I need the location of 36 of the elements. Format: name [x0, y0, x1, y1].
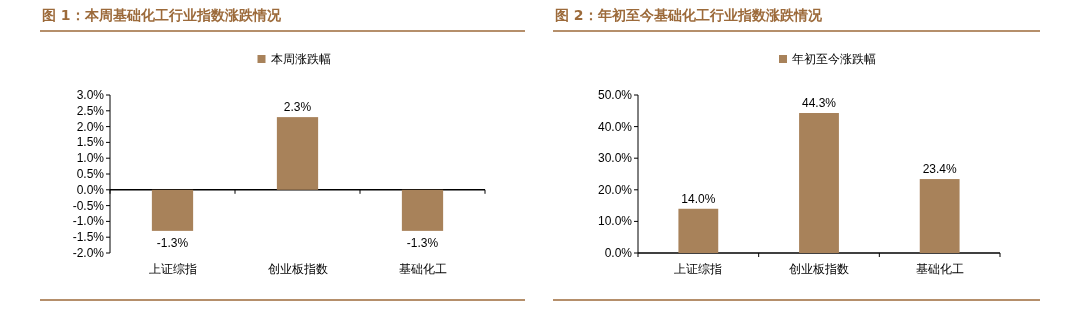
x-tick-label: 创业板指数: [789, 262, 849, 276]
bar: [919, 179, 960, 253]
x-tick-label: 基础化工: [915, 262, 964, 276]
y-tick-label: -1.5%: [72, 230, 105, 245]
y-tick-label: 50.0%: [597, 88, 633, 102]
data-label: 14.0%: [681, 191, 716, 206]
y-tick-label: 0.5%: [76, 167, 105, 181]
y-tick-label: -0.5%: [72, 198, 105, 213]
y-tick-label: 3.0%: [76, 88, 105, 102]
legend-label: 年初至今涨跌幅: [792, 52, 876, 66]
x-tick-label: 上证综指: [148, 262, 197, 276]
y-tick-label: 1.5%: [76, 135, 105, 150]
x-tick-label: 创业板指数: [267, 262, 328, 276]
data-label: 44.3%: [801, 96, 837, 111]
y-tick-label: 2.5%: [76, 103, 105, 118]
legend-label: 本周涨跌幅: [270, 52, 331, 66]
y-tick-label: 20.0%: [597, 182, 633, 197]
y-tick-label: 0.0%: [604, 246, 633, 260]
data-label: 2.3%: [283, 100, 312, 115]
chart-title: 图 2：年初至今基础化工行业指数涨跌情况: [555, 7, 823, 23]
data-label: -1.3%: [406, 235, 439, 250]
y-tick-label: 2.0%: [76, 119, 105, 134]
y-tick-label: 40.0%: [597, 119, 633, 134]
chart-title: 图 1：本周基础化工行业指数涨跌情况: [42, 7, 282, 23]
data-label: 23.4%: [922, 162, 958, 177]
x-tick-label: 上证综指: [674, 262, 723, 276]
x-tick-label: 基础化工: [398, 262, 447, 276]
y-tick-label: 0.0%: [76, 182, 105, 197]
y-tick-label: 10.0%: [597, 214, 633, 229]
data-label: -1.3%: [156, 235, 189, 250]
y-tick-label: -1.0%: [72, 214, 105, 229]
y-tick-label: -2.0%: [72, 246, 105, 260]
bar: [678, 208, 719, 253]
bar: [799, 113, 839, 253]
y-tick-label: 1.0%: [76, 151, 105, 166]
y-tick-label: 30.0%: [597, 151, 633, 166]
